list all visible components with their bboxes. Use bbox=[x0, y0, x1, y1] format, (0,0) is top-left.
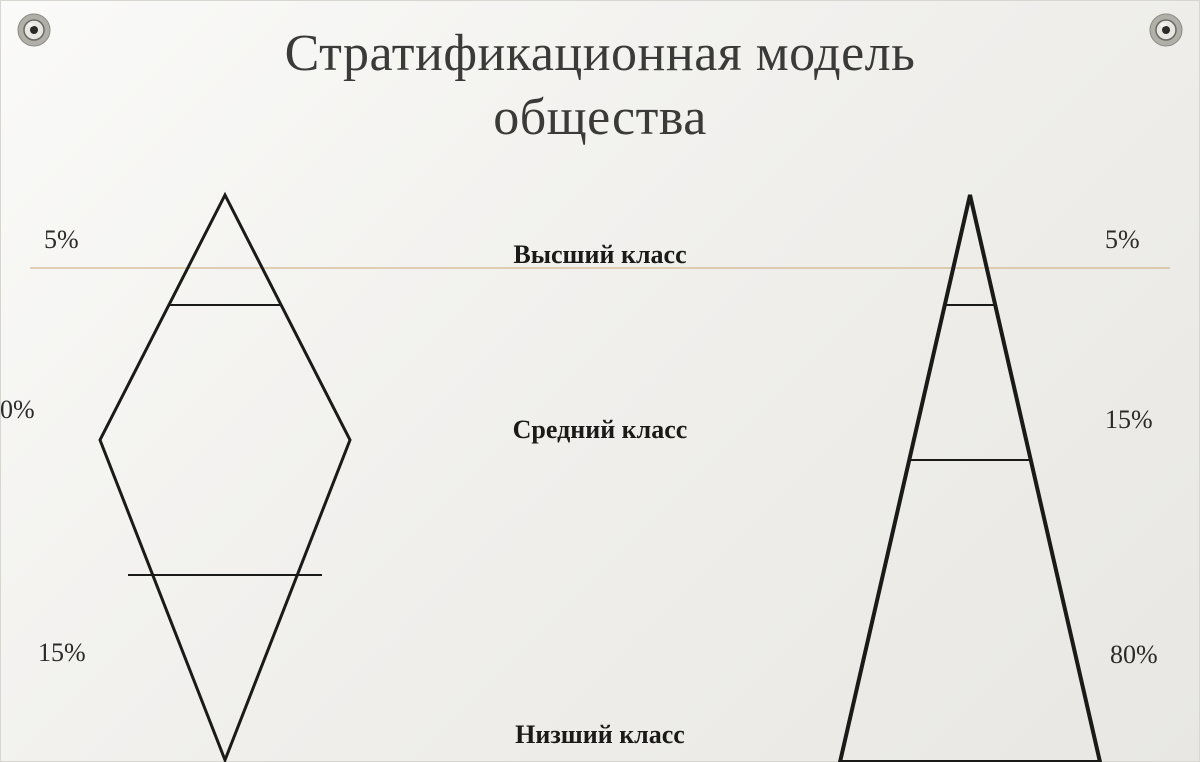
class-label-lower: Низший класс bbox=[0, 720, 1200, 750]
left-pct-upper: 5% bbox=[44, 225, 79, 255]
right-pct-middle: 15% bbox=[1105, 405, 1153, 435]
right-pct-upper: 5% bbox=[1105, 225, 1140, 255]
right-triangle bbox=[840, 195, 1100, 762]
left-rhombus bbox=[100, 195, 350, 760]
diagram-svg bbox=[0, 0, 1200, 762]
class-label-upper: Высший класс bbox=[0, 240, 1200, 270]
right-pct-lower: 80% bbox=[1110, 640, 1158, 670]
left-pct-middle: 0% bbox=[0, 395, 35, 425]
left-pct-lower: 15% bbox=[38, 638, 86, 668]
class-label-middle: Средний класс bbox=[0, 415, 1200, 445]
